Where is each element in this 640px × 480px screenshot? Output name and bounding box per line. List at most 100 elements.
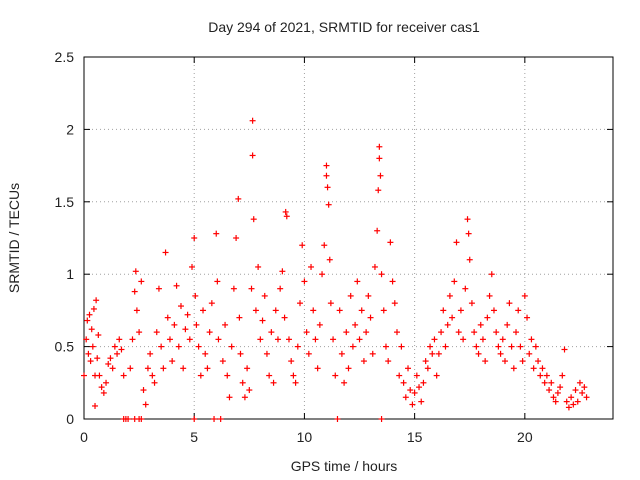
data-point [305, 350, 312, 357]
data-points [81, 117, 590, 422]
data-point [345, 365, 352, 372]
data-point [548, 379, 555, 386]
data-point [184, 311, 191, 318]
data-point [277, 285, 284, 292]
data-point [226, 394, 233, 401]
data-point [236, 314, 243, 321]
data-point [308, 263, 315, 270]
data-point [435, 350, 442, 357]
plot-area-border [83, 56, 614, 420]
data-point [294, 343, 301, 350]
data-point [528, 336, 535, 343]
data-point [524, 314, 531, 321]
y-tick-label: 0.5 [55, 339, 75, 355]
data-point [330, 336, 337, 343]
data-point [310, 307, 317, 314]
data-point [442, 343, 449, 350]
data-point [382, 343, 389, 350]
data-point [213, 230, 220, 237]
data-point [206, 329, 213, 336]
data-point [90, 305, 97, 312]
data-point [93, 297, 100, 304]
data-point [343, 329, 350, 336]
data-point [554, 389, 561, 396]
data-point [92, 402, 99, 409]
data-point [175, 343, 182, 350]
data-point [402, 394, 409, 401]
data-point [166, 336, 173, 343]
data-point [88, 326, 95, 333]
data-point [543, 372, 550, 379]
data-point [255, 263, 262, 270]
data-point [409, 401, 416, 408]
data-point [347, 292, 354, 299]
data-point [144, 365, 151, 372]
y-axis-label: SRMTID / TECUs [6, 183, 22, 293]
data-point [391, 300, 398, 307]
data-point [583, 394, 590, 401]
data-point [266, 372, 273, 379]
data-point [375, 187, 382, 194]
data-point [171, 321, 178, 328]
data-point [177, 303, 184, 310]
data-point [501, 358, 508, 365]
data-point [272, 307, 279, 314]
data-point [215, 336, 222, 343]
data-point [477, 321, 484, 328]
data-point [118, 346, 125, 353]
data-point [131, 288, 138, 295]
data-point [173, 282, 180, 289]
data-point [424, 365, 431, 372]
data-point [285, 336, 292, 343]
data-point [186, 336, 193, 343]
data-point [116, 336, 123, 343]
data-point [420, 379, 427, 386]
data-point [189, 263, 196, 270]
data-point [453, 239, 460, 246]
data-point [377, 172, 384, 179]
data-point [356, 336, 363, 343]
data-point [572, 387, 579, 394]
gridlines [84, 57, 613, 419]
y-tick-label: 0 [66, 411, 74, 427]
y-tick-label: 2.5 [55, 49, 75, 65]
data-point [84, 317, 91, 324]
data-point [488, 271, 495, 278]
data-point [120, 372, 127, 379]
data-point [565, 404, 572, 411]
data-point [164, 314, 171, 321]
data-point [233, 235, 240, 241]
data-point [136, 329, 143, 336]
data-point [376, 155, 383, 162]
data-point [323, 162, 330, 169]
data-point [332, 372, 339, 379]
data-point [358, 307, 365, 314]
data-point [158, 343, 165, 350]
data-point [155, 285, 162, 292]
data-point [268, 329, 275, 336]
data-point [111, 343, 118, 350]
data-point [493, 329, 500, 336]
data-point [389, 278, 396, 285]
data-point [473, 343, 480, 350]
data-point [535, 358, 542, 365]
data-point [319, 271, 326, 278]
data-point [259, 317, 266, 324]
data-point [504, 321, 511, 328]
data-point [208, 300, 215, 307]
data-point [89, 343, 96, 350]
data-point [85, 350, 92, 357]
data-point [83, 336, 90, 343]
data-point [142, 401, 149, 408]
y-tick-label: 1 [66, 266, 74, 282]
data-point [195, 343, 202, 350]
data-point [579, 389, 586, 396]
data-point [440, 307, 447, 314]
data-point [499, 336, 506, 343]
data-point [297, 300, 304, 307]
data-point [563, 398, 570, 405]
data-point [129, 336, 136, 343]
data-point [193, 321, 200, 328]
data-point [281, 314, 288, 321]
data-point [449, 314, 456, 321]
